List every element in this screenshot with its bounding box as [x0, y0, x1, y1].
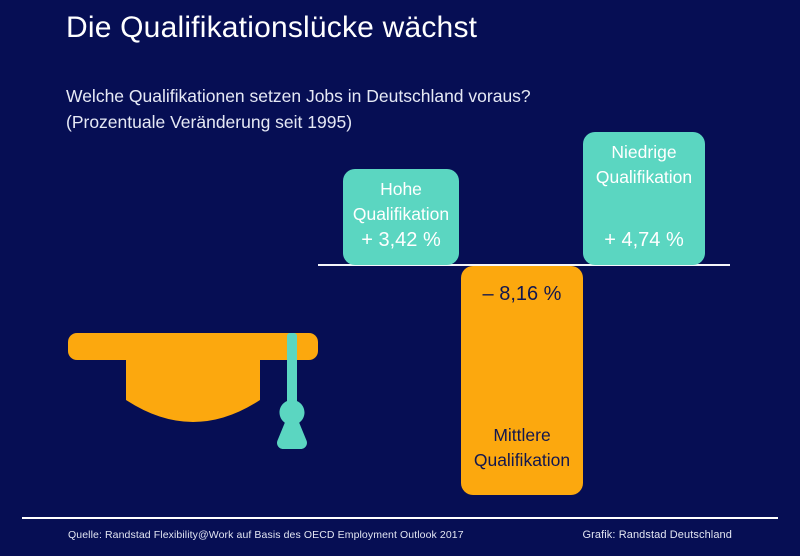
footer-divider [22, 517, 778, 519]
cap-crown [126, 359, 260, 422]
bar-hohe-qualifikation: Hohe Qualifikation + 3,42 % [343, 169, 459, 265]
graduation-cap-icon [68, 333, 318, 449]
tassel-cord [287, 333, 297, 411]
cap-board [68, 333, 318, 360]
bar-niedrige-qualifikation: Niedrige Qualifikation + 4,74 % [583, 132, 705, 265]
page-subtitle: Welche Qualifikationen setzen Jobs in De… [66, 83, 531, 135]
credit-text: Grafik: Randstad Deutschland [582, 529, 732, 541]
zero-axis-line [318, 264, 730, 266]
bar-value-label: + 4,74 % [604, 229, 684, 251]
bar-category-label: Niedrige Qualifikation [595, 142, 693, 187]
bar-category-label: Mittlere Qualifikation [473, 425, 571, 470]
tassel-end [277, 400, 307, 449]
bar-value-label: + 3,42 % [361, 229, 441, 251]
source-text: Quelle: Randstad Flexibility@Work auf Ba… [68, 529, 464, 541]
bar-value-label: – 8,16 % [482, 283, 562, 305]
bar-mittlere-qualifikation: – 8,16 % Mittlere Qualifikation [461, 266, 583, 495]
page-title: Die Qualifikationslücke wächst [66, 11, 478, 44]
bar-category-label: Hohe Qualifikation [352, 179, 450, 224]
subtitle-line-2: (Prozentuale Veränderung seit 1995) [66, 112, 353, 132]
subtitle-line-1: Welche Qualifikationen setzen Jobs in De… [66, 86, 531, 106]
